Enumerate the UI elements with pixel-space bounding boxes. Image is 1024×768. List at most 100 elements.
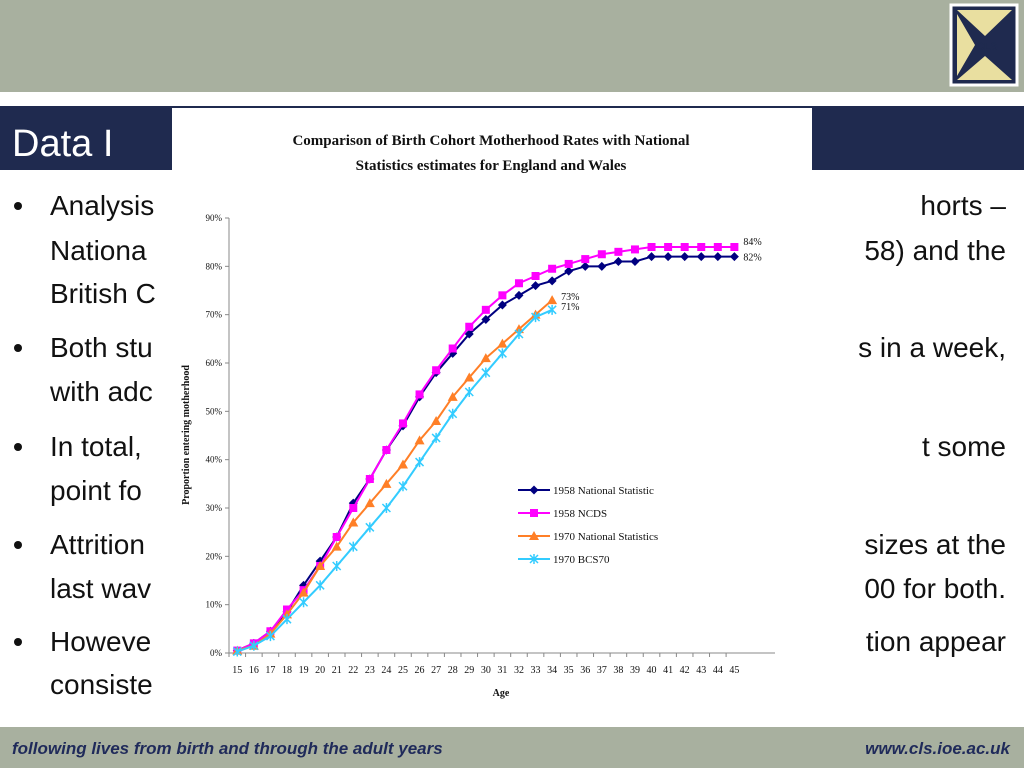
x-tick-label: 38 (613, 665, 623, 676)
marker (581, 255, 590, 264)
marker (529, 554, 539, 564)
x-axis-label: Age (493, 688, 510, 699)
data-label: 73% (561, 292, 579, 303)
legend-label: 1970 BCS70 (553, 554, 610, 566)
marker (497, 300, 507, 310)
x-tick-label: 36 (580, 665, 590, 676)
bullet-text: point fo (50, 475, 142, 506)
x-tick-label: 23 (365, 665, 375, 676)
marker (531, 272, 540, 280)
marker (680, 252, 690, 262)
marker (614, 247, 623, 256)
bullet-dot (14, 638, 22, 646)
marker (431, 432, 441, 443)
logo-text: CLS (976, 41, 998, 53)
marker (397, 459, 408, 469)
marker (514, 290, 524, 300)
x-tick-label: 17 (265, 665, 275, 676)
marker (497, 338, 508, 348)
marker (282, 614, 292, 625)
x-tick-label: 24 (381, 665, 391, 676)
x-tick-label: 41 (663, 665, 673, 676)
bullet-text: 58) and the (864, 235, 1006, 266)
footer-url: www.cls.ioe.ac.uk (865, 739, 1011, 758)
marker (431, 416, 442, 425)
marker (415, 457, 425, 468)
marker (331, 541, 342, 551)
bullet-list: Analysis horts – Nationa 58) and the British… (14, 190, 1006, 700)
marker (332, 561, 342, 571)
marker (664, 243, 673, 251)
marker (364, 498, 375, 508)
marker (514, 279, 523, 288)
bullet-text: Analysis (50, 190, 154, 221)
marker (597, 261, 607, 271)
marker (548, 264, 557, 273)
marker (348, 517, 359, 527)
marker (481, 305, 490, 314)
x-tick-label: 40 (647, 665, 657, 676)
marker (348, 541, 358, 552)
y-tick-label: 50% (206, 406, 223, 416)
footer-band (0, 727, 1024, 768)
marker (448, 408, 458, 419)
marker (464, 329, 474, 339)
legend-label: 1958 NCDS (553, 508, 607, 520)
bullet-text: with adc (49, 376, 153, 407)
marker (547, 295, 558, 305)
x-tick-label: 20 (315, 665, 325, 676)
marker (663, 252, 673, 262)
x-tick-label: 28 (448, 665, 458, 676)
x-tick-label: 19 (299, 665, 309, 676)
y-tick-label: 60% (206, 358, 223, 368)
logo: CLS (949, 3, 1019, 87)
x-tick-label: 25 (398, 665, 408, 676)
marker (414, 435, 425, 445)
y-tick-label: 90% (206, 213, 223, 223)
x-tick-label: 30 (481, 665, 491, 676)
marker (298, 587, 309, 597)
x-tick-label: 37 (597, 665, 607, 676)
marker (547, 276, 557, 286)
x-tick-label: 34 (547, 665, 557, 676)
marker (382, 446, 391, 454)
marker (514, 329, 524, 339)
marker (464, 387, 474, 397)
marker (531, 312, 541, 323)
y-tick-label: 80% (206, 261, 223, 271)
marker (564, 266, 574, 276)
marker (564, 259, 573, 268)
x-tick-label: 15 (232, 665, 242, 676)
marker (713, 252, 723, 262)
marker (547, 304, 557, 315)
marker (647, 243, 656, 251)
marker (465, 322, 474, 331)
data-label: 84% (743, 237, 761, 248)
marker (432, 366, 441, 375)
x-tick-label: 35 (564, 665, 574, 676)
x-tick-label: 29 (464, 665, 474, 676)
bullet-text: last wav (50, 573, 151, 604)
x-tick-label: 27 (431, 665, 441, 676)
marker (365, 522, 375, 533)
marker (299, 597, 309, 608)
x-tick-label: 44 (713, 665, 723, 676)
bullet-text: 00 for both. (864, 573, 1006, 604)
marker (349, 504, 358, 512)
marker (315, 580, 325, 591)
marker (398, 419, 407, 428)
y-tick-label: 10% (206, 600, 223, 610)
x-tick-label: 39 (630, 665, 640, 676)
marker (481, 367, 491, 378)
bullet-dot (14, 443, 22, 451)
marker (365, 475, 374, 483)
marker (481, 315, 491, 324)
marker (680, 243, 689, 251)
plot: 0% 10% 20% 30% 40% 50% 60% 70% 80% 90% 15 16 17 18 19 2… (206, 213, 775, 676)
bullet-text: In total, (50, 431, 142, 462)
marker (713, 243, 722, 251)
bullet-text: British C (50, 278, 156, 309)
marker (697, 243, 706, 251)
